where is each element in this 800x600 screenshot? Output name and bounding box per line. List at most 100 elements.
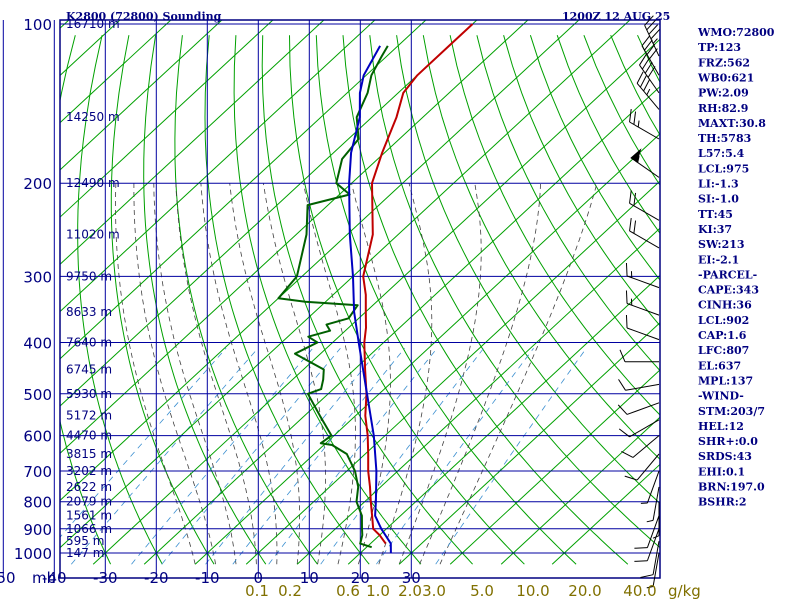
moist-adiabat-line: [303, 183, 356, 565]
wind-barb: [646, 552, 660, 589]
wind-barb: [640, 541, 660, 579]
chart-title: K2800 (72800) Sounding: [66, 10, 222, 23]
barb-staff: [629, 230, 660, 249]
temperature-tick-label: -10: [195, 569, 220, 587]
height-label: 9750 m: [66, 269, 112, 283]
barb-staff: [641, 45, 660, 76]
isotherm-line: [60, 20, 274, 218]
barb-staff: [626, 402, 660, 415]
index-entry: WMO:72800: [697, 26, 775, 39]
barb-full: [643, 79, 650, 92]
barb-full: [647, 66, 656, 78]
barb-full: [625, 314, 628, 328]
moist-adiabat-line: [351, 183, 391, 565]
index-entry: -WIND-: [698, 390, 744, 403]
mixing-ratio-line: [435, 347, 587, 565]
barb-half: [646, 519, 654, 523]
mixing-ratio-line: [60, 347, 227, 538]
index-entry: KI:37: [698, 223, 732, 236]
barb-half: [630, 271, 633, 278]
wind-barbs: [617, 15, 661, 589]
wind-barb: [618, 379, 660, 391]
height-label: 3202 m: [66, 464, 112, 478]
barb-full: [644, 15, 654, 26]
moist-adiabats: [115, 183, 598, 565]
wind-barb: [618, 419, 660, 438]
mixing-ratio-label: 0.6: [336, 582, 360, 600]
barb-full: [644, 61, 653, 74]
isotherm-line: [0, 12, 26, 564]
isotherm-line: [500, 416, 660, 565]
index-entry: SHR+:0.0: [698, 435, 758, 448]
barb-full: [644, 39, 653, 51]
index-entry: PW:2.09: [698, 87, 749, 100]
dry-adiabat-line: [583, 35, 660, 187]
index-entry: TT:45: [698, 208, 733, 221]
isotherm-line: [60, 20, 478, 407]
temperature-tick-label: -20: [144, 569, 169, 587]
index-entry: RH:82.9: [698, 102, 748, 115]
mixing-ratio-line: [70, 347, 259, 565]
barb-full: [625, 290, 628, 304]
pressure-tick-label: 100: [23, 16, 52, 34]
index-entry: LCL:902: [698, 314, 749, 327]
moist-adiabat-line: [419, 183, 541, 565]
height-label: 12490 m: [66, 176, 120, 190]
barb-half: [637, 156, 640, 163]
height-label: 1066 m: [66, 522, 112, 536]
wind-barb: [641, 35, 660, 76]
pressure-tick-label: 700: [23, 463, 52, 481]
index-entry: CINH:36: [698, 299, 752, 312]
temperature-tick-label: -40: [42, 569, 67, 587]
barb-full: [649, 48, 658, 60]
dry-adiabat-line: [315, 35, 577, 565]
mixing-ratio-label: 0.1: [245, 582, 269, 600]
barb-half: [630, 298, 633, 306]
barb-staff: [652, 486, 660, 521]
wind-barb: [629, 217, 660, 249]
barb-full: [634, 560, 648, 562]
barb-full: [634, 547, 648, 549]
index-entry: TH:5783: [698, 132, 751, 145]
mixing-ratio-unit: g/kg: [668, 582, 701, 600]
barb-pennant: [630, 148, 642, 163]
barb-staff: [629, 121, 660, 140]
barb-staff: [646, 470, 660, 504]
barb-full: [639, 53, 647, 66]
height-label: 2622 m: [66, 480, 112, 494]
index-entry: HEL:12: [698, 420, 744, 433]
height-label: 16710 m: [66, 17, 120, 31]
index-entry: LCL:975: [698, 162, 749, 175]
barb-staff: [632, 435, 660, 458]
wind-barb: [639, 53, 660, 94]
mixing-ratio-lines: [60, 347, 587, 565]
index-entry: MPL:137: [698, 374, 753, 387]
dewpoint-trace: [277, 45, 389, 549]
moist-adiabat-line: [263, 183, 326, 565]
barb-staff: [636, 453, 660, 481]
barb-staff: [629, 202, 660, 221]
pressure-tick-label: 600: [23, 428, 52, 446]
isotherms: [0, 12, 660, 565]
barb-staff: [636, 83, 660, 110]
height-label: 7640 m: [66, 335, 112, 349]
isotherm-line: [60, 20, 172, 124]
barb-full: [633, 220, 637, 234]
index-entry: EHI:0.1: [698, 465, 745, 478]
isotherm-line: [60, 20, 580, 502]
index-entry: TP:123: [698, 41, 741, 54]
dry-adiabat-line: [289, 35, 525, 565]
pressure-unit-label: mb: [32, 569, 56, 587]
moist-adiabat-line: [439, 183, 598, 565]
wind-barb: [640, 470, 660, 504]
background-lines-layer: [0, 12, 660, 565]
barb-full: [618, 428, 630, 438]
index-entry: BRN:197.0: [698, 481, 765, 494]
isotherm-line: [551, 463, 660, 565]
pressure-tick-label: 900: [23, 521, 52, 539]
mixing-ratio-line: [161, 347, 341, 565]
wind-barb: [636, 71, 660, 110]
axis-labels: 1002003004005006007008009001000-80-70-60…: [0, 16, 701, 600]
barb-full: [648, 24, 658, 35]
indices-panel: WMO:72800 TP:123 FRZ:562 WB0:621 PW:2.09 RH:8…: [697, 26, 775, 509]
